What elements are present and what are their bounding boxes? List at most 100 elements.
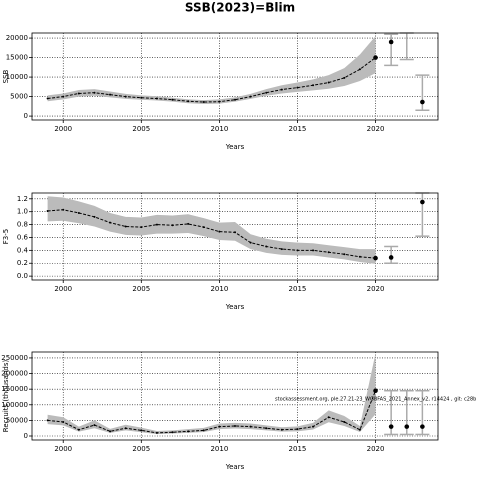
x-tick-label: 2000	[54, 285, 72, 293]
confidence-band	[47, 36, 376, 105]
y-tick-label: 0	[24, 112, 28, 120]
x-tick-label: 2010	[210, 125, 228, 133]
estimate-point	[296, 428, 299, 431]
estimate-point	[140, 429, 143, 432]
estimate-point	[249, 95, 252, 98]
estimate-point	[124, 427, 127, 430]
estimate-point	[312, 425, 315, 428]
y-tick-label: 50000	[6, 416, 28, 424]
estimate-line	[47, 57, 376, 103]
last-point	[373, 55, 378, 60]
estimate-point	[187, 222, 190, 225]
estimate-point	[202, 101, 205, 104]
error-bar	[415, 74, 430, 111]
estimate-point	[296, 86, 299, 89]
plot-frame	[31, 32, 439, 121]
estimate-point	[265, 91, 268, 94]
projection-point	[388, 424, 394, 429]
estimate-point	[234, 98, 236, 101]
y-axis-label: SSB	[2, 69, 10, 83]
y-tick-label: 250000	[1, 354, 28, 362]
estimate-point	[155, 97, 158, 100]
estimate-point	[343, 253, 346, 256]
estimate-point	[202, 226, 205, 229]
error-bar	[415, 192, 430, 237]
estimate-point	[171, 224, 174, 227]
y-tick-label: 150000	[1, 385, 28, 393]
estimate-point	[358, 428, 361, 431]
annotation: stockassessment.org, ple.27.21-23_WGBFAS…	[275, 397, 476, 403]
x-tick-label: 2010	[210, 445, 228, 453]
estimate-point	[234, 425, 236, 428]
y-axis-label: F3-5	[2, 229, 10, 244]
y-tick-label: 200000	[1, 370, 28, 378]
estimate-point	[46, 97, 49, 100]
estimate-point	[77, 92, 80, 95]
estimate-point	[46, 210, 49, 213]
y-tick-label: 0.4	[17, 246, 29, 254]
y-tick-label: 0	[24, 432, 28, 440]
estimate-point	[171, 98, 174, 101]
y-tick-label: 5000	[10, 93, 28, 101]
last-point	[373, 255, 378, 261]
estimate-point	[77, 428, 80, 431]
error-bar	[384, 245, 399, 264]
x-axis-label: Years	[225, 463, 245, 471]
estimate-point	[93, 424, 96, 427]
projection-point	[420, 199, 425, 205]
estimate-point	[218, 100, 221, 103]
x-tick-label: 2000	[54, 445, 72, 453]
estimate-point	[265, 427, 268, 430]
estimate-point	[124, 95, 127, 98]
estimate-point	[140, 96, 143, 99]
estimate-point	[249, 425, 252, 428]
estimate-point	[343, 420, 346, 423]
estimate-point	[327, 416, 330, 419]
estimate-point	[327, 251, 330, 254]
estimate-point	[312, 249, 315, 252]
estimate-point	[312, 84, 315, 87]
estimate-point	[218, 425, 221, 428]
confidence-band	[47, 196, 376, 264]
x-tick-label: 2005	[132, 125, 150, 133]
estimate-point	[124, 225, 127, 228]
estimate-point	[109, 93, 112, 96]
estimate-point	[343, 76, 346, 79]
projection-point	[404, 424, 410, 429]
confidence-band	[47, 353, 376, 435]
x-tick-label: 2020	[367, 445, 385, 453]
x-tick-label: 2005	[132, 445, 150, 453]
estimate-point	[93, 215, 96, 218]
estimate-point	[171, 431, 174, 434]
y-tick-label: 10000	[6, 73, 28, 81]
x-tick-label: 2015	[289, 445, 307, 453]
estimate-point	[218, 230, 221, 233]
projection-point	[388, 255, 394, 260]
estimate-point	[187, 100, 190, 103]
projection-point	[420, 99, 425, 105]
estimate-point	[280, 428, 283, 431]
estimate-point	[140, 226, 143, 229]
estimate-line	[47, 390, 377, 434]
estimate-point	[62, 95, 65, 98]
x-tick-label: 2005	[132, 285, 150, 293]
estimate-point	[234, 231, 236, 234]
estimate-point	[109, 430, 112, 433]
estimate-point	[77, 211, 80, 214]
figure-title: SSB(2023)=Blim	[185, 1, 295, 15]
estimate-point	[187, 430, 190, 433]
y-tick-label: 0.6	[17, 233, 29, 241]
estimate-point	[265, 245, 268, 248]
y-tick-label: 1.2	[17, 195, 28, 203]
y-tick-label: 20000	[6, 34, 28, 42]
estimate-line	[47, 209, 376, 259]
estimate-point	[358, 68, 361, 71]
x-tick-label: 2015	[289, 285, 307, 293]
plot-frame	[31, 192, 439, 281]
estimate-point	[62, 420, 65, 423]
x-tick-label: 2020	[367, 285, 385, 293]
y-tick-label: 0.8	[17, 221, 28, 229]
last-point	[373, 388, 378, 394]
estimate-point	[296, 249, 299, 252]
